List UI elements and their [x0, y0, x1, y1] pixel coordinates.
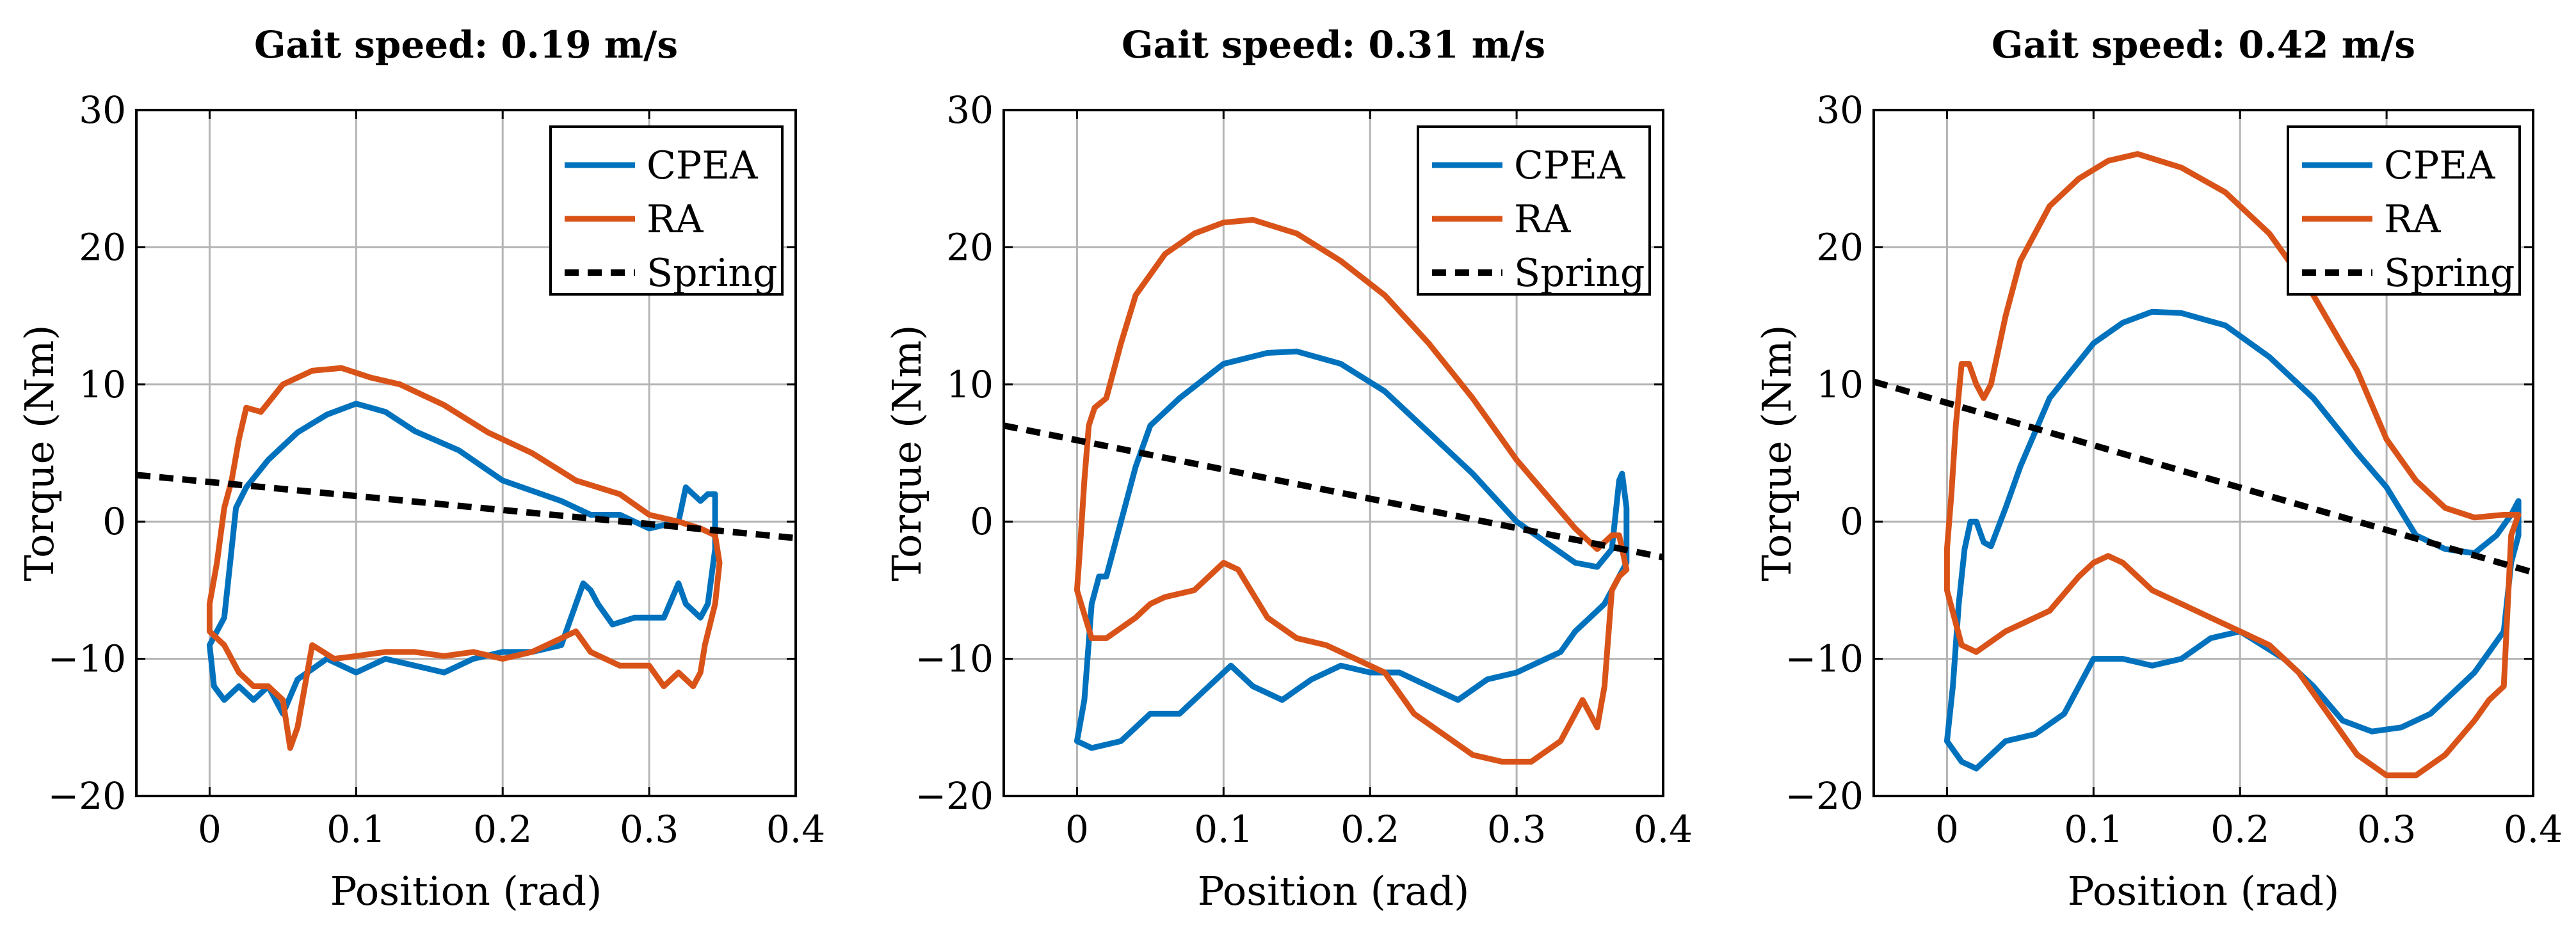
legend-label-cpea: CPEA — [2384, 143, 2495, 188]
x-tick-label: 0 — [1065, 808, 1089, 851]
x-tick-label: 0.3 — [2357, 808, 2416, 851]
x-tick-label: 0.2 — [2210, 808, 2269, 851]
y-tick-label: 30 — [946, 88, 994, 132]
legend-box — [1417, 125, 1651, 296]
x-tick-label: 0.1 — [1194, 808, 1253, 851]
legend-label-cpea: CPEA — [647, 143, 758, 188]
x-tick-label: 0.3 — [620, 808, 679, 851]
legend-label-ra: RA — [647, 197, 704, 242]
chart-title: Gait speed: 0.19 m/s — [254, 23, 678, 67]
y-tick-label: 0 — [970, 500, 994, 543]
x-tick-label: 0.1 — [326, 808, 385, 851]
y-tick-label: 20 — [1816, 225, 1864, 269]
x-tick-label: 0.2 — [473, 808, 532, 851]
y-tick-label: −10 — [48, 637, 126, 681]
legend-label-spring: Spring — [2384, 251, 2515, 296]
x-tick-label: 0 — [198, 808, 221, 851]
series-line-cpea — [1074, 348, 1630, 751]
y-tick-label: 30 — [79, 88, 126, 132]
x-tick-label: 0.4 — [2504, 808, 2563, 851]
y-tick-label: 10 — [79, 363, 126, 406]
chart-panel-gait-0.42: Gait speed: 0.42 m/s Position (rad) Torq… — [1753, 23, 2563, 914]
legend: CPEA RA Spring — [1417, 125, 1651, 296]
x-tick-label: 0.2 — [1340, 808, 1399, 851]
legend-label-cpea: CPEA — [1514, 143, 1625, 188]
x-axis-label: Position (rad) — [330, 868, 602, 914]
legend: CPEA RA Spring — [549, 125, 784, 296]
x-tick-label: 0 — [1935, 808, 1959, 851]
legend-box — [2287, 125, 2521, 296]
plot-frame — [1002, 109, 1664, 797]
x-tick-label: 0.1 — [2064, 808, 2123, 851]
y-tick-label: 20 — [946, 225, 994, 269]
y-tick-label: 0 — [1840, 500, 1864, 543]
legend-label-spring: Spring — [1514, 251, 1645, 296]
y-tick-label: 0 — [102, 500, 126, 543]
y-tick-label: −20 — [915, 774, 994, 818]
plot-frame — [135, 109, 797, 797]
legend-label-ra: RA — [1514, 197, 1571, 242]
x-axis-label: Position (rad) — [2068, 868, 2340, 914]
x-tick-label: 0.4 — [1634, 808, 1693, 851]
series-line-cpea — [206, 401, 718, 717]
legend-label-ra: RA — [2384, 197, 2441, 242]
series-line-spring — [1874, 378, 2533, 576]
plot-frame — [1872, 109, 2534, 797]
y-tick-label: 10 — [946, 363, 994, 406]
series-line-spring — [136, 472, 796, 541]
y-axis-label: Torque (Nm) — [16, 325, 63, 582]
y-tick-label: 10 — [1816, 363, 1864, 406]
chart-panel-gait-0.31: Gait speed: 0.31 m/s Position (rad) Torq… — [883, 23, 1693, 914]
chart-title: Gait speed: 0.42 m/s — [1992, 23, 2415, 67]
legend-label-spring: Spring — [647, 251, 777, 296]
legend-box — [549, 125, 784, 296]
series-line-ra — [206, 365, 723, 751]
x-tick-label: 0.3 — [1487, 808, 1546, 851]
y-tick-label: −10 — [1785, 637, 1864, 681]
y-tick-label: −20 — [48, 774, 126, 818]
y-axis-label: Torque (Nm) — [1753, 325, 1800, 582]
x-axis-label: Position (rad) — [1198, 868, 1470, 914]
series-line-ra — [1074, 217, 1630, 765]
y-tick-label: −10 — [915, 637, 994, 681]
legend: CPEA RA Spring — [2287, 125, 2521, 296]
series-line-ra — [1944, 151, 2522, 779]
series-line-spring — [1004, 422, 1663, 561]
y-tick-label: 30 — [1816, 88, 1864, 132]
series-line-cpea — [1944, 308, 2522, 772]
y-tick-label: 20 — [79, 225, 126, 269]
chart-title: Gait speed: 0.31 m/s — [1122, 23, 1545, 67]
y-axis-label: Torque (Nm) — [883, 325, 930, 582]
x-tick-label: 0.4 — [766, 808, 825, 851]
y-tick-label: −20 — [1785, 774, 1864, 818]
chart-panel-gait-0.19: Gait speed: 0.19 m/s Position (rad) Torq… — [16, 23, 825, 914]
